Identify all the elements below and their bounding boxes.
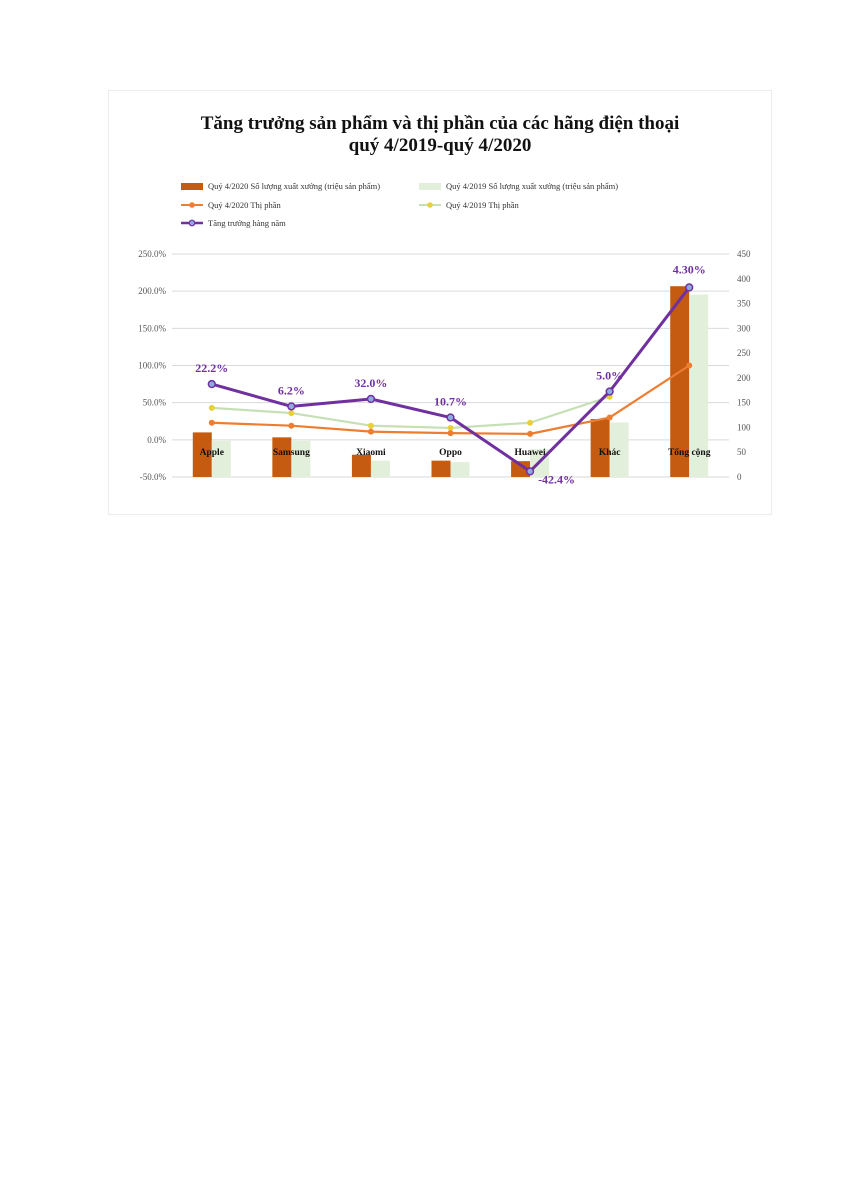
- chart-container: Tăng trưởng sản phẩm và thị phần của các…: [108, 90, 772, 515]
- share-point: [288, 410, 295, 417]
- growth-point: [685, 283, 694, 292]
- y-left-tick-label: 100.0%: [138, 361, 166, 371]
- legend-marker: [188, 219, 196, 227]
- bar-2020: [351, 454, 371, 477]
- bar-2019: [450, 462, 470, 477]
- y-axis-right: 450 400 350 300 250 200 150 100 50 0: [737, 249, 751, 482]
- legend-label: Tăng trưởng hàng năm: [208, 218, 286, 228]
- category-label: Khác: [599, 448, 621, 458]
- bar-2019: [370, 460, 390, 477]
- legend-label: Quý 4/2020 Số lượng xuất xưởng (triệu sả…: [208, 181, 380, 191]
- bar-2020: [670, 286, 690, 477]
- share-point: [367, 428, 374, 435]
- share-point: [208, 404, 215, 411]
- share-point: [527, 419, 534, 426]
- legend: Quý 4/2020 Số lượng xuất xưởng (triệu sả…: [181, 181, 618, 228]
- y-left-tick-label: 50.0%: [143, 398, 167, 408]
- y-left-tick-label: 200.0%: [138, 286, 166, 296]
- chart-title: Tăng trưởng sản phẩm và thị phần của các…: [201, 113, 680, 134]
- share-point: [367, 422, 374, 429]
- y-right-tick-label: 250: [737, 348, 751, 358]
- share-point: [288, 422, 295, 429]
- y-right-tick-label: 150: [737, 398, 751, 408]
- bar-2019: [211, 440, 231, 477]
- bar-2020: [431, 460, 451, 477]
- category-label: Apple: [200, 448, 224, 458]
- growth-point: [446, 413, 455, 422]
- legend-marker: [189, 202, 195, 208]
- bar-2020: [272, 437, 292, 477]
- growth-data-label: -42.4%: [538, 472, 575, 486]
- category-label: Huawei: [515, 448, 547, 458]
- y-right-tick-label: 400: [737, 274, 751, 284]
- growth-point: [207, 379, 216, 389]
- bar-2020: [590, 419, 610, 477]
- growth-data-label: 6.2%: [278, 383, 305, 397]
- data-labels: 22.2% 6.2% 32.0% 10.7% -42.4% 5.0% 4.30%: [195, 262, 705, 486]
- category-label: Tổng cộng: [668, 447, 711, 458]
- growth-point: [366, 394, 376, 404]
- lines: [207, 283, 694, 476]
- category-labels: Apple Samsung Xiaomi Oppo Huawei Khác Tổng cộn…: [200, 447, 711, 458]
- bar-2019: [609, 422, 629, 477]
- y-right-tick-label: 300: [737, 323, 751, 333]
- share-point: [208, 419, 215, 426]
- bar-2019: [689, 294, 709, 477]
- share-point: [447, 430, 454, 437]
- growth-data-label: 4.30%: [673, 262, 706, 276]
- share-point: [527, 430, 534, 437]
- growth-point: [525, 467, 535, 476]
- legend-swatch: [419, 183, 441, 190]
- category-label: Samsung: [273, 448, 310, 458]
- y-left-tick-label: 150.0%: [138, 323, 166, 333]
- legend-label: Quý 4/2020 Thị phần: [208, 200, 282, 210]
- growth-data-label: 22.2%: [195, 361, 228, 375]
- series-line: [211, 395, 610, 430]
- growth-data-label: 5.0%: [596, 369, 623, 383]
- bar-2020: [192, 432, 212, 477]
- growth-point: [605, 387, 614, 396]
- y-right-tick-label: 0: [737, 472, 742, 482]
- bars: [192, 286, 709, 477]
- category-label: Oppo: [439, 448, 462, 458]
- growth-point: [287, 402, 296, 411]
- y-left-tick-label: -50.0%: [140, 472, 167, 482]
- y-right-tick-label: 200: [737, 373, 751, 383]
- growth-data-label: 10.7%: [434, 395, 467, 409]
- share-point: [447, 424, 454, 431]
- y-right-tick-label: 450: [737, 249, 751, 259]
- legend-label: Quý 4/2019 Thị phần: [446, 200, 520, 210]
- gridlines: [172, 253, 729, 478]
- growth-data-label: 32.0%: [354, 376, 387, 390]
- y-axis-left: 250.0% 200.0% 150.0% 100.0% 50.0% 0.0% -50.0%: [138, 249, 166, 482]
- y-right-tick-label: 50: [737, 447, 747, 457]
- bar-2019: [291, 440, 311, 477]
- legend-marker: [427, 202, 433, 208]
- y-left-tick-label: 0.0%: [147, 435, 166, 445]
- share-point: [606, 414, 613, 421]
- share-point: [686, 362, 693, 369]
- category-label: Xiaomi: [356, 448, 386, 458]
- legend-swatch: [181, 183, 203, 190]
- chart-svg: Tăng trưởng sản phẩm và thị phần của các…: [138, 113, 751, 486]
- y-left-tick-label: 250.0%: [138, 249, 166, 259]
- y-right-tick-label: 350: [737, 299, 751, 309]
- legend-label: Quý 4/2019 Số lượng xuất xưởng (triệu sả…: [446, 181, 618, 191]
- y-right-tick-label: 100: [737, 422, 751, 432]
- bar-2020: [511, 461, 531, 477]
- chart-subtitle: quý 4/2019-quý 4/2020: [349, 135, 532, 156]
